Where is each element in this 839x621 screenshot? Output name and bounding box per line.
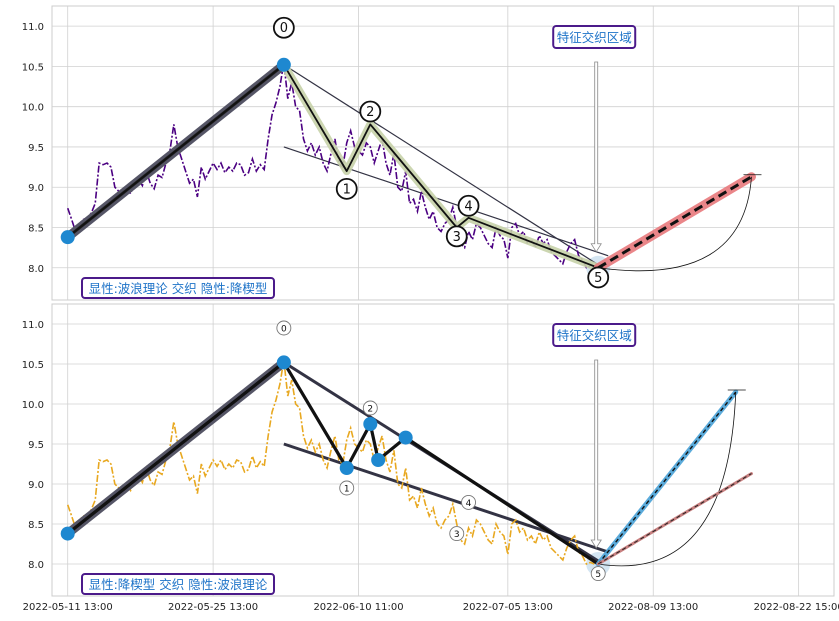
pivot-marker bbox=[339, 461, 354, 475]
projection-arc bbox=[598, 176, 752, 272]
wave-label: 1 bbox=[343, 182, 351, 197]
wave-label: 5 bbox=[594, 271, 602, 286]
pivot-marker bbox=[60, 230, 75, 245]
caption-box bbox=[81, 573, 275, 595]
projection-arc bbox=[598, 391, 737, 567]
projection-dashed-line bbox=[597, 391, 737, 565]
x-tick-label: 2022-06-10 11:00 bbox=[313, 602, 403, 613]
wave-label: 1 bbox=[344, 485, 350, 495]
wave-label-circle bbox=[457, 194, 480, 217]
zone-arrow bbox=[590, 61, 602, 253]
price-series-line bbox=[66, 359, 595, 566]
wave-label: 0 bbox=[281, 325, 287, 335]
x-tick-label: 2022-05-11 13:00 bbox=[23, 602, 113, 613]
wave-label: 3 bbox=[454, 530, 460, 540]
y-tick-label: 10.5 bbox=[22, 360, 44, 371]
wave-label: 4 bbox=[466, 499, 472, 509]
x-tick-label: 2022-08-22 15:00 bbox=[754, 602, 839, 613]
zone-label-box bbox=[552, 323, 637, 347]
pivot-marker bbox=[363, 417, 378, 431]
pivot-marker bbox=[276, 355, 291, 370]
caption-label: 显性:降楔型 交织 隐性:波浪理论 bbox=[89, 577, 268, 592]
wave-label: 4 bbox=[464, 199, 472, 214]
zone-arrow bbox=[590, 359, 602, 549]
wave-label-circle bbox=[445, 225, 468, 248]
caption-box bbox=[81, 277, 275, 299]
wave-label-circle bbox=[590, 566, 606, 582]
y-tick-label: 8.5 bbox=[28, 520, 44, 531]
wave-label-circle bbox=[335, 177, 358, 200]
wave-label: 3 bbox=[453, 230, 461, 245]
y-tick-label: 9.0 bbox=[28, 480, 44, 491]
y-tick-label: 11.0 bbox=[22, 22, 44, 33]
y-tick-label: 11.0 bbox=[22, 320, 44, 331]
wave-label: 2 bbox=[367, 405, 373, 415]
projection-secondary-line bbox=[597, 473, 752, 565]
wave-label-circle bbox=[272, 16, 295, 39]
wedge-upper-line bbox=[283, 64, 599, 266]
zone-label-box bbox=[552, 25, 637, 49]
x-tick-label: 2022-08-09 13:00 bbox=[608, 602, 698, 613]
y-tick-label: 10.0 bbox=[22, 400, 44, 411]
zone-label: 特征交织区域 bbox=[557, 328, 632, 343]
wave-label-circle bbox=[461, 494, 476, 510]
price-series-line bbox=[66, 62, 595, 269]
wave-label: 2 bbox=[366, 105, 374, 120]
wave-label-circle bbox=[587, 266, 610, 289]
projection-dashed-line bbox=[597, 175, 753, 270]
x-tick-label: 2022-07-05 13:00 bbox=[463, 602, 553, 613]
wave-label-circle bbox=[339, 480, 355, 496]
wave-label: 0 bbox=[280, 21, 288, 36]
pivot-marker bbox=[371, 453, 386, 467]
y-tick-label: 8.0 bbox=[28, 560, 44, 571]
y-tick-label: 10.0 bbox=[22, 103, 44, 114]
wave-label-circle bbox=[449, 526, 465, 542]
wave-label-circle bbox=[362, 400, 378, 416]
wave-label-circle bbox=[359, 100, 382, 123]
plot-area bbox=[51, 303, 835, 597]
plot-area bbox=[51, 5, 835, 301]
wedge-lower-line bbox=[283, 146, 609, 257]
x-tick-label: 2022-05-25 13:00 bbox=[168, 602, 258, 613]
y-tick-label: 9.5 bbox=[28, 143, 44, 154]
panel-1: 11.0 10.5 10.0 9.5 9.0 8.5 8.0 0 1 2 3 4 5 特征交织区域显性:波… bbox=[22, 5, 835, 301]
pivot-marker bbox=[276, 57, 291, 72]
caption-label: 显性:波浪理论 交织 隐性:降楔型 bbox=[89, 281, 268, 296]
y-tick-label: 8.0 bbox=[28, 264, 44, 275]
wave-label-circle bbox=[276, 320, 292, 336]
panel-2: 11.0 10.5 10.0 9.5 9.0 8.5 8.0 0 1 2 3 4 5 特征交织区域显性:降… bbox=[22, 303, 839, 613]
wave-label: 5 bbox=[595, 570, 601, 580]
y-tick-label: 9.5 bbox=[28, 440, 44, 451]
y-tick-label: 10.5 bbox=[22, 62, 44, 73]
pivot-marker bbox=[398, 430, 413, 445]
y-tick-label: 9.0 bbox=[28, 183, 44, 194]
y-tick-label: 8.5 bbox=[28, 224, 44, 235]
zone-label: 特征交织区域 bbox=[557, 30, 632, 45]
pivot-marker bbox=[60, 526, 75, 541]
